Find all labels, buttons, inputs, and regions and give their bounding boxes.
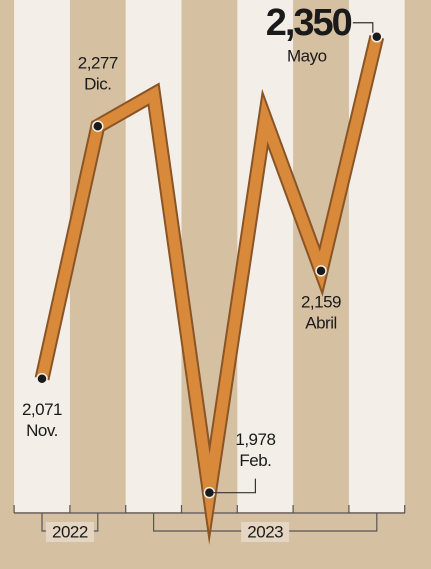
category-label: Mayo	[287, 46, 327, 65]
point	[36, 372, 48, 385]
stripe	[348, 0, 405, 512]
category-label: Nov.	[26, 421, 58, 440]
category-label: Feb.	[239, 451, 271, 470]
label-leader	[213, 478, 256, 494]
point	[315, 265, 327, 277]
value-label: 2,277	[78, 54, 118, 73]
value-label: 1,978	[235, 430, 275, 449]
point	[203, 486, 216, 499]
group-label: 2023	[247, 522, 283, 541]
stripe	[14, 0, 70, 512]
value-label: 2,071	[22, 400, 62, 419]
group-label: 2022	[52, 522, 88, 541]
label-leader	[352, 22, 374, 33]
value-label: 2,350	[266, 2, 352, 44]
group-label-bg	[241, 522, 290, 542]
value-label: 2,159	[301, 292, 341, 311]
point	[92, 120, 104, 132]
point	[371, 31, 383, 43]
category-label: Abril	[305, 313, 337, 332]
column-stripes	[14, 0, 405, 512]
category-label: Dic.	[84, 75, 111, 94]
group-label-bg	[45, 522, 94, 542]
bottom-axis: 2022 2023	[13, 505, 406, 542]
